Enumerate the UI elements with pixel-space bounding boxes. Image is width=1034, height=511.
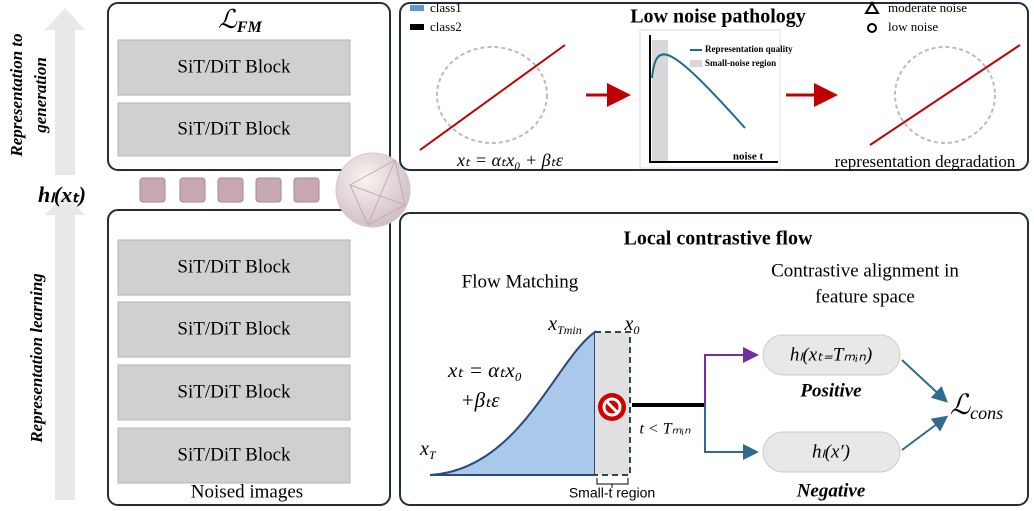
equation: +βₜε	[460, 388, 500, 412]
math-base: x	[419, 438, 429, 460]
math-base: x	[547, 313, 557, 335]
block-label: SiT/DiT Block	[177, 318, 291, 339]
loss-symbol: ℒ	[218, 5, 238, 34]
legend-label: low noise	[888, 19, 938, 34]
sphere	[336, 153, 410, 227]
block-label: SiT/DiT Block	[177, 118, 291, 139]
math-sub: Tmin	[557, 323, 582, 337]
legend-swatch	[410, 5, 424, 11]
side-label: Representation learning	[27, 273, 46, 444]
math-base: x	[624, 313, 634, 335]
caption: representation degradation	[835, 152, 1016, 171]
block-label: SiT/DiT Block	[177, 56, 291, 77]
side-label: generation	[31, 57, 50, 134]
pair-label: Negative	[796, 480, 866, 501]
block-label: SiT/DiT Block	[177, 444, 291, 465]
plot-legend-swatch	[690, 60, 702, 67]
diagram: Representation to generation Representat…	[0, 0, 1034, 511]
section-title: Flow Matching	[462, 271, 579, 292]
legend-label: moderate noise	[888, 0, 967, 15]
equation: xₜ = αₜx₀ + βₜε	[456, 150, 564, 170]
pair-label: Positive	[799, 380, 862, 401]
feature-label: hₗ(xₜ)	[38, 182, 86, 207]
loss-sub: FM	[236, 19, 263, 36]
math-sub: 0	[633, 323, 639, 337]
loss-sub: cons	[970, 403, 1003, 423]
formula: hₗ(xₜ₌Tₘᵢₙ)	[790, 344, 872, 365]
equation: xₜ = αₜx₀	[447, 358, 522, 382]
region-label: Small-t region	[569, 485, 655, 501]
plot-legend: Small-noise region	[705, 58, 776, 68]
side-arrow	[45, 8, 85, 175]
section-title: Contrastive alignment in	[771, 260, 959, 281]
legend-label: class1	[430, 0, 462, 15]
side-arrow	[45, 193, 85, 500]
block-label: SiT/DiT Block	[177, 256, 291, 277]
loss-symbol: ℒ	[950, 390, 971, 421]
legend-swatch	[410, 24, 424, 30]
plot-legend: Representation quality	[705, 44, 793, 54]
plot-region	[652, 40, 668, 162]
caption: Noised images	[191, 481, 303, 502]
formula: hₗ(x′)	[812, 441, 850, 462]
section-title: feature space	[815, 286, 915, 307]
panel-title: Low noise pathology	[630, 6, 806, 28]
tokens	[140, 178, 319, 202]
side-label: Representation to	[7, 33, 26, 157]
condition: t < Tₘᵢₙ	[639, 421, 691, 438]
panel-title: Local contrastive flow	[624, 228, 813, 250]
block-label: SiT/DiT Block	[177, 381, 291, 402]
plot-xlabel: noise t	[733, 151, 764, 163]
legend-label: class2	[430, 19, 462, 34]
